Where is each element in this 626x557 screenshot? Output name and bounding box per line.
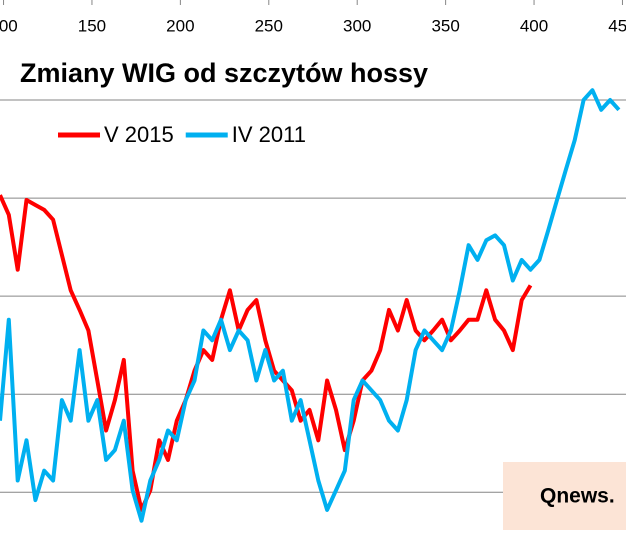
series-line — [0, 194, 533, 512]
legend-label: V 2015 — [104, 122, 174, 147]
watermark-box — [503, 462, 626, 530]
x-tick-label: 250 — [255, 16, 283, 35]
chart-title: Zmiany WIG od szczytów hossy — [20, 58, 428, 88]
x-tick-label: 300 — [343, 16, 371, 35]
x-tick-label: 350 — [431, 16, 459, 35]
series-line — [0, 88, 621, 523]
legend-label: IV 2011 — [232, 122, 306, 147]
x-tick-label: 200 — [166, 16, 194, 35]
x-tick-label: 100 — [0, 16, 18, 35]
x-tick-label: 150 — [78, 16, 106, 35]
x-tick-label: 450 — [608, 16, 626, 35]
watermark: Qnews. — [540, 485, 615, 508]
x-tick-label: 400 — [520, 16, 548, 35]
